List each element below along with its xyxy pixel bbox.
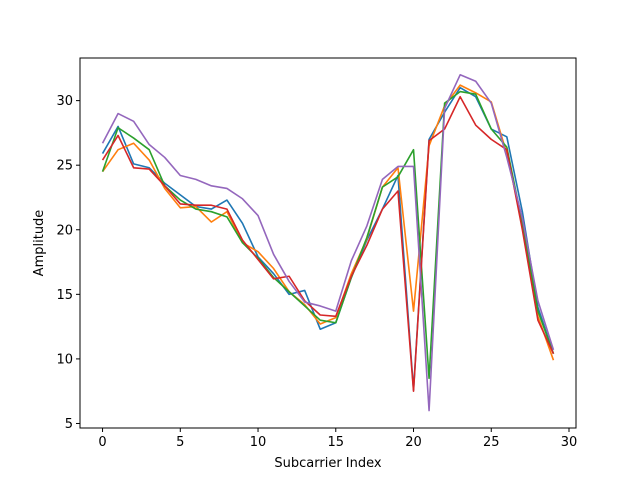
x-tick-label: 5 bbox=[176, 435, 184, 450]
x-axis-title: Subcarrier Index bbox=[274, 456, 381, 471]
y-tick-label: 20 bbox=[56, 223, 73, 238]
y-tick-label: 10 bbox=[56, 352, 73, 367]
y-axis-title: Amplitude bbox=[32, 210, 47, 277]
series-line-1 bbox=[101, 86, 555, 391]
y-axis: 5 10 15 20 25 30 bbox=[56, 94, 80, 432]
x-tick-label: 10 bbox=[250, 435, 267, 450]
series-line-3 bbox=[101, 90, 555, 380]
series-line-4 bbox=[101, 95, 555, 392]
axes-frame bbox=[79, 57, 577, 429]
x-tick-label: 20 bbox=[405, 435, 422, 450]
x-tick-label: 15 bbox=[328, 435, 345, 450]
series-line-5 bbox=[101, 73, 555, 412]
series-lines bbox=[101, 73, 555, 412]
y-tick-label: 25 bbox=[56, 159, 73, 174]
y-tick-label: 30 bbox=[56, 94, 73, 109]
y-tick-label: 15 bbox=[56, 288, 73, 303]
x-axis: 0 5 10 15 20 25 30 bbox=[98, 428, 577, 450]
x-tick-label: 30 bbox=[561, 435, 578, 450]
x-tick-label: 25 bbox=[483, 435, 500, 450]
y-tick-label: 5 bbox=[65, 417, 73, 432]
x-tick-label: 0 bbox=[98, 435, 106, 450]
